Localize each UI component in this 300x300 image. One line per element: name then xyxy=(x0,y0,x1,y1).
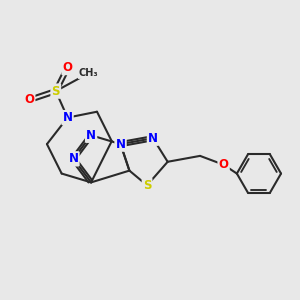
Text: N: N xyxy=(148,132,158,145)
Text: N: N xyxy=(68,152,78,165)
Text: S: S xyxy=(143,179,151,192)
Text: N: N xyxy=(116,138,126,151)
Text: N: N xyxy=(63,111,73,124)
Text: O: O xyxy=(24,93,34,106)
Text: CH₃: CH₃ xyxy=(78,68,98,78)
Text: N: N xyxy=(86,129,96,142)
Text: O: O xyxy=(219,158,229,171)
Text: O: O xyxy=(63,61,73,74)
Text: S: S xyxy=(52,85,60,98)
